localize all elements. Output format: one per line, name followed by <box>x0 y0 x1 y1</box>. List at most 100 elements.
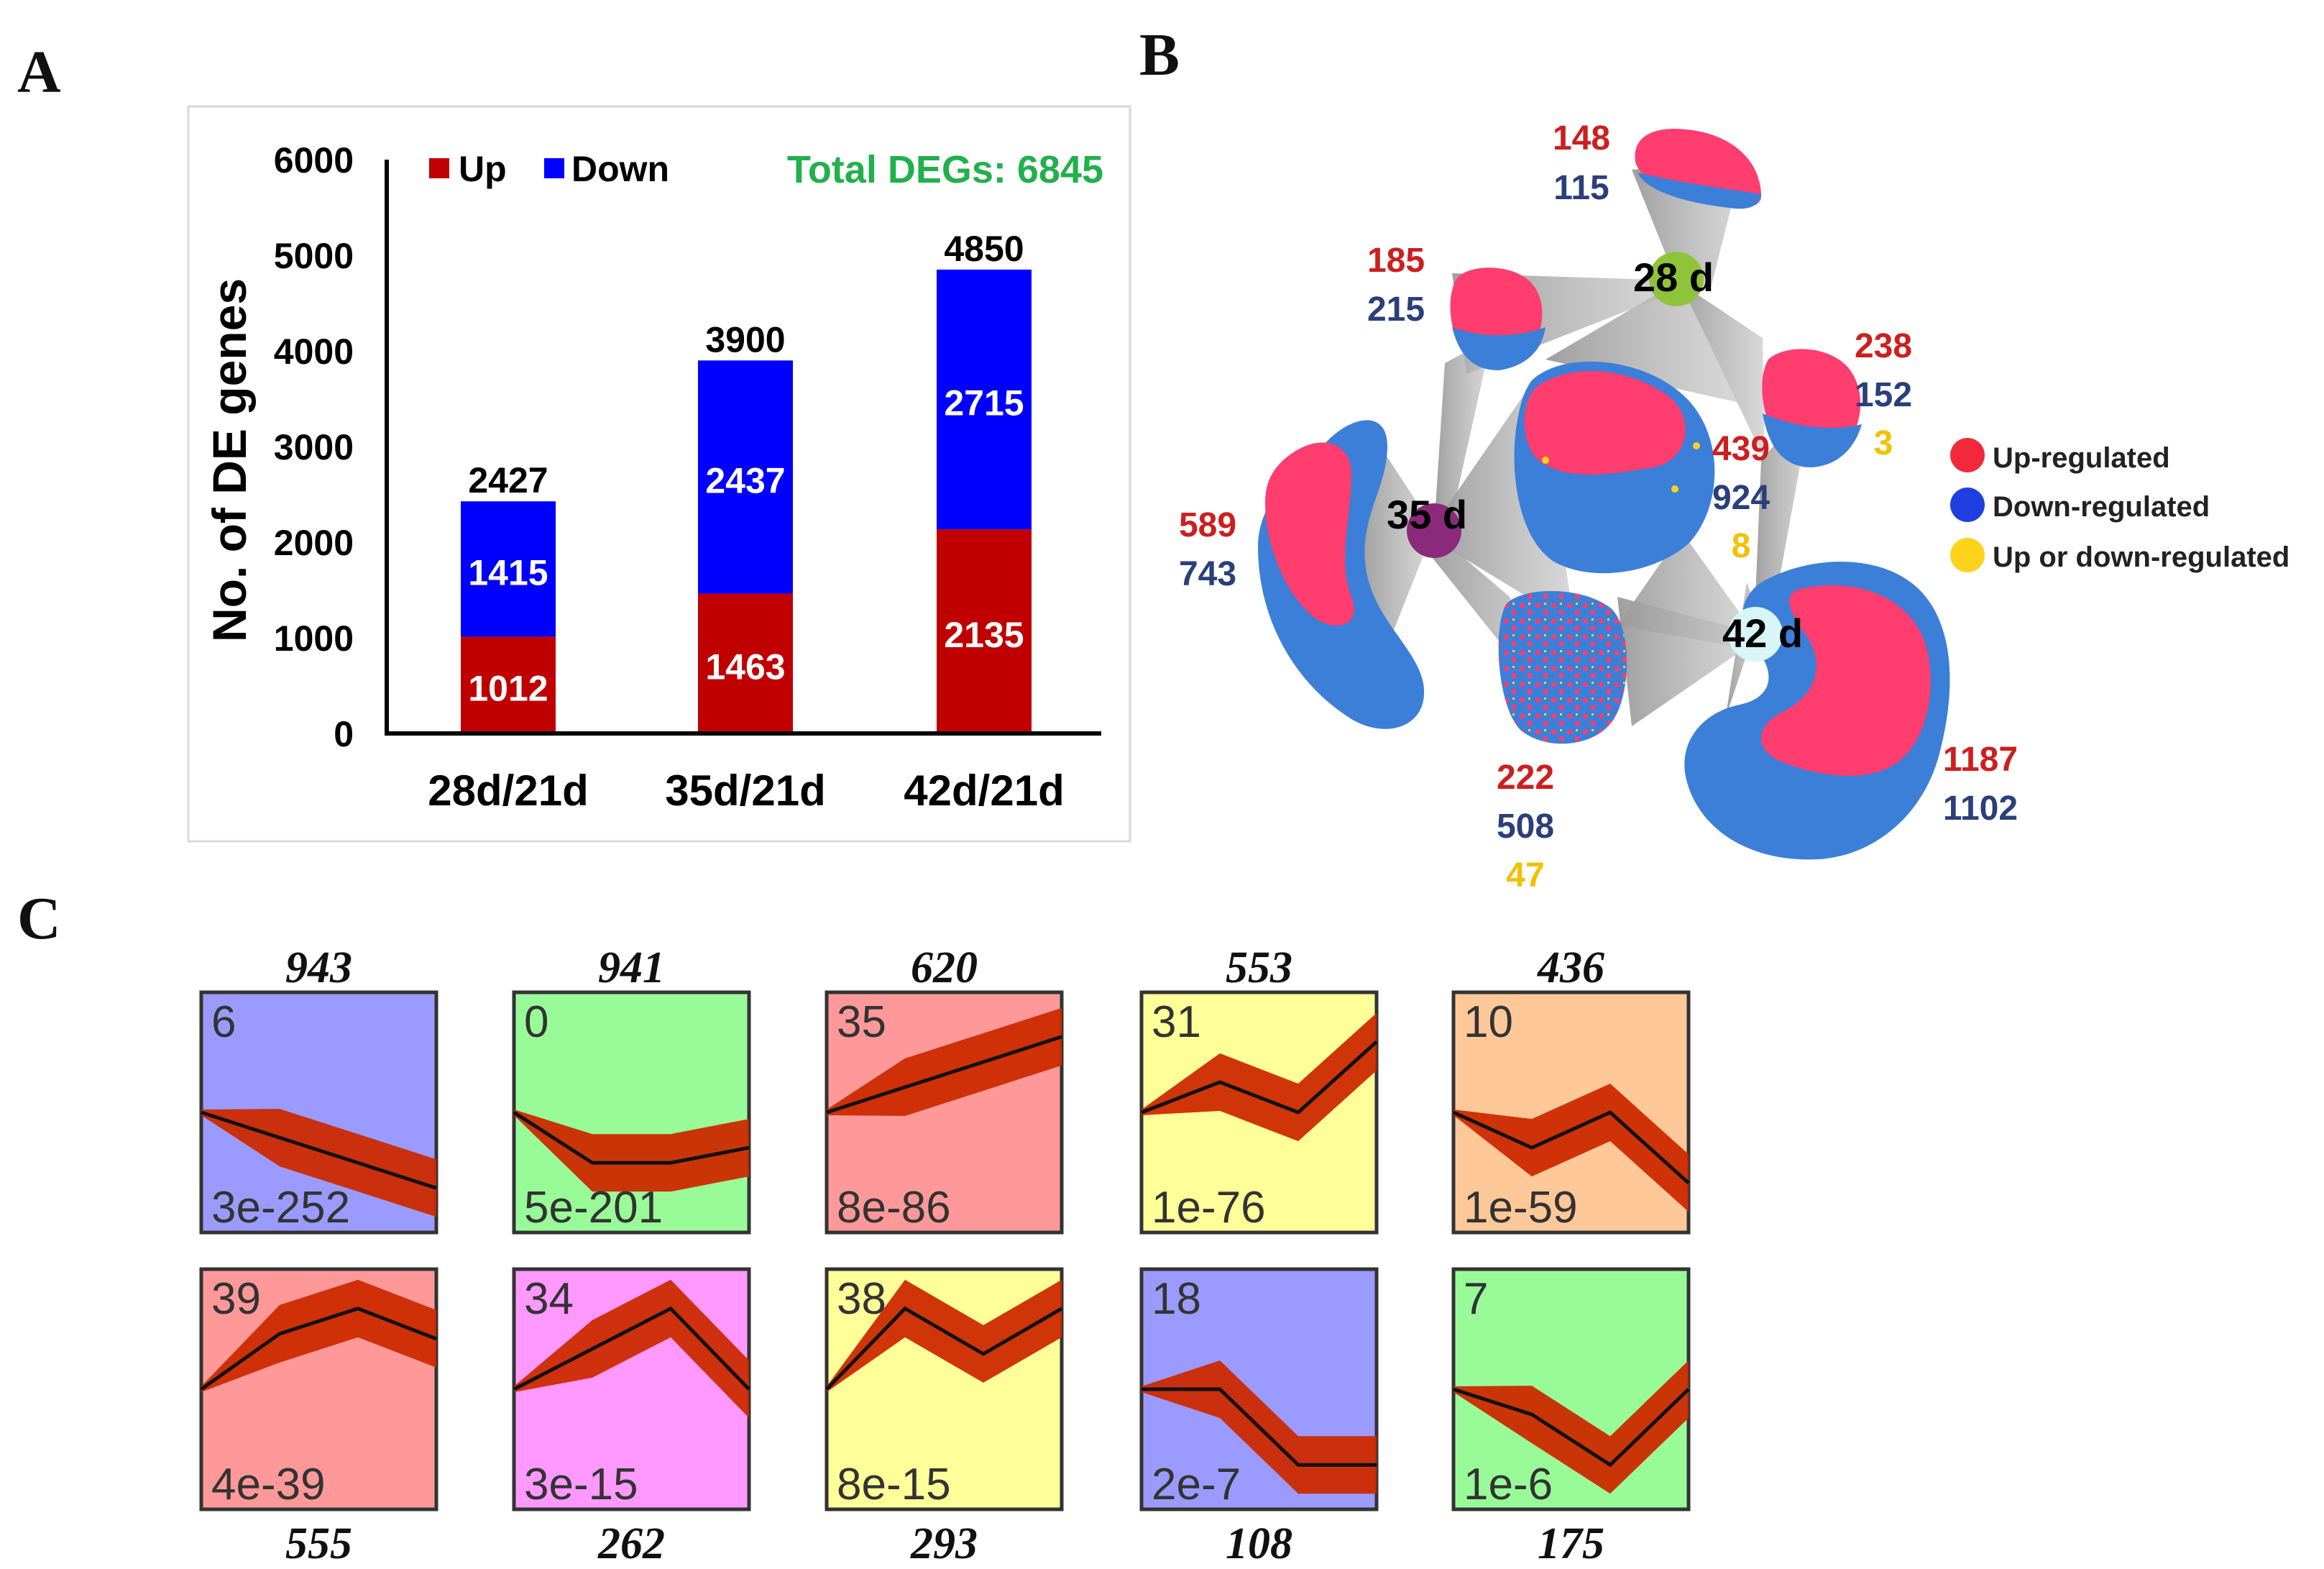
bar-label-up: 1463 <box>705 647 785 687</box>
count-up-35: 589 <box>1179 506 1236 544</box>
profile-id: 34 <box>524 1274 574 1324</box>
legend-label-up: Up <box>459 149 507 189</box>
profile-tile: 34 3e-15 262 <box>512 1267 751 1568</box>
profile-pvalue: 8e-86 <box>837 1183 951 1232</box>
edge-28-clusterall <box>1545 288 1740 403</box>
bar-label-up: 1012 <box>468 669 548 709</box>
profile-member-band <box>827 1279 1062 1392</box>
y-tick-label: 0 <box>334 714 354 754</box>
bar-down <box>698 360 793 594</box>
legend-marker-down-regulated <box>1950 488 1985 522</box>
profile-tile: 6 3e-252 943 <box>199 943 438 1235</box>
count-up-35-42: 222 <box>1497 759 1554 797</box>
profile-id: 31 <box>1152 997 1201 1047</box>
panel-b-network: 28 d 35 d 42 d 148 115 185 215 238 152 3… <box>1179 119 2289 895</box>
profile-model-line <box>1452 1110 1690 1185</box>
profile-model-line <box>825 1306 1063 1391</box>
profile-model-line <box>201 1110 437 1190</box>
legend-label-down-regulated: Down-regulated <box>1993 491 2210 523</box>
count-either-35-42: 47 <box>1506 856 1544 895</box>
count-up-all: 439 <box>1712 430 1770 468</box>
hub-42d <box>1728 607 1783 662</box>
profile-member-band <box>514 1110 749 1192</box>
y-tick-label: 5000 <box>274 236 354 276</box>
count-down-28-35: 215 <box>1367 291 1425 329</box>
y-tick-label: 4000 <box>274 331 354 372</box>
hub-label-42d: 42 d <box>1722 610 1803 656</box>
profile-model-line <box>1142 1387 1377 1467</box>
edge-28-cluster2842 <box>1676 280 1765 460</box>
profile-gene-count: 941 <box>598 943 665 992</box>
total-degs-annotation: Total DEGs: 6845 <box>787 148 1103 191</box>
count-down-35: 743 <box>1179 555 1236 593</box>
count-down-35-42: 508 <box>1497 808 1554 846</box>
count-down-42: 1102 <box>1943 790 2018 828</box>
cluster-28-42 <box>1762 349 1862 467</box>
profile-model-line <box>513 1306 750 1391</box>
profile-gene-count: 108 <box>1226 1519 1292 1568</box>
hub-label-35d: 35 d <box>1387 492 1467 537</box>
profile-pvalue: 8e-15 <box>837 1460 951 1509</box>
cluster-28 <box>1635 129 1762 209</box>
cluster-28-35-down-region <box>1452 327 1545 370</box>
profile-pvalue: 1e-6 <box>1464 1460 1553 1509</box>
count-either-all: 8 <box>1732 527 1751 565</box>
cluster-28-35 <box>1450 267 1545 370</box>
hub-label-28d: 28 d <box>1633 255 1714 300</box>
count-down-28-42: 152 <box>1855 376 1912 414</box>
bar-up <box>698 593 793 733</box>
profile-member-band <box>1453 1360 1689 1494</box>
legend: Up Down Total DEGs: 6845 <box>429 148 1103 191</box>
cluster-42-up-region <box>1761 585 1931 776</box>
y-tick-label: 6000 <box>274 140 354 180</box>
profile-id: 38 <box>837 1274 886 1324</box>
profile-model-line <box>826 1035 1062 1115</box>
cluster-all-either-dot <box>1671 485 1678 493</box>
edge-42-cluster3542 <box>1617 597 1754 726</box>
profile-member-band <box>514 1279 749 1418</box>
profile-model-line <box>200 1307 437 1391</box>
profile-id: 18 <box>1152 1274 1201 1324</box>
cluster-35-42 <box>1498 590 1627 744</box>
y-tick-label: 2000 <box>274 523 354 563</box>
cluster-all-up-region <box>1524 370 1686 475</box>
profile-model-line <box>1141 1040 1378 1115</box>
panel-a-bar-chart: 1012 1415 2427 1463 2437 3900 2135 2715 4850 0 10… <box>187 105 1131 843</box>
cluster-28-down-region <box>1638 173 1761 209</box>
legend-swatch-down <box>544 158 564 178</box>
profile-pvalue: 3e-252 <box>211 1183 350 1232</box>
count-up-28-42: 238 <box>1855 327 1912 365</box>
bar-down <box>461 501 556 637</box>
panel-c-profiles: 6 3e-252 943 0 5e-201 941 35 8e-86 620 31 1e-76 553… <box>199 943 1691 1568</box>
x-tick-label: 35d/21d <box>665 767 825 815</box>
count-up-28-35: 185 <box>1367 242 1425 280</box>
cluster-count-labels: 148 115 185 215 238 152 3 439 924 8 589 … <box>1179 119 2018 895</box>
profile-member-band <box>827 1007 1062 1116</box>
profile-pvalue: 1e-76 <box>1152 1183 1266 1232</box>
profile-pvalue: 2e-7 <box>1152 1460 1241 1509</box>
profile-tile: 31 1e-76 553 <box>1139 943 1379 1235</box>
hub-28d <box>1649 252 1704 306</box>
cluster-all-either-dot <box>1542 457 1549 464</box>
profile-tile-box <box>512 1267 751 1511</box>
profile-gene-count: 553 <box>1226 943 1292 992</box>
profile-tile: 39 4e-39 555 <box>199 1267 438 1568</box>
cluster-all <box>1514 361 1715 574</box>
profile-model-line <box>513 1110 750 1165</box>
profile-pvalue: 5e-201 <box>524 1183 663 1232</box>
profile-member-band <box>201 1279 436 1392</box>
bar-total-label: 2427 <box>468 460 548 500</box>
bar-down <box>937 269 1032 530</box>
legend-label-up-regulated: Up-regulated <box>1993 442 2170 474</box>
bar-total-label: 4850 <box>944 229 1024 269</box>
count-up-28: 148 <box>1553 119 1610 157</box>
profile-pvalue: 3e-15 <box>524 1460 638 1509</box>
bar-label-down: 2437 <box>705 460 785 500</box>
profile-gene-count: 293 <box>910 1519 978 1568</box>
x-tick-label: 42d/21d <box>904 767 1064 815</box>
bar-up <box>937 529 1032 733</box>
x-tick-labels: 28d/21d 35d/21d 42d/21d <box>428 767 1064 815</box>
profile-id: 0 <box>524 997 548 1047</box>
